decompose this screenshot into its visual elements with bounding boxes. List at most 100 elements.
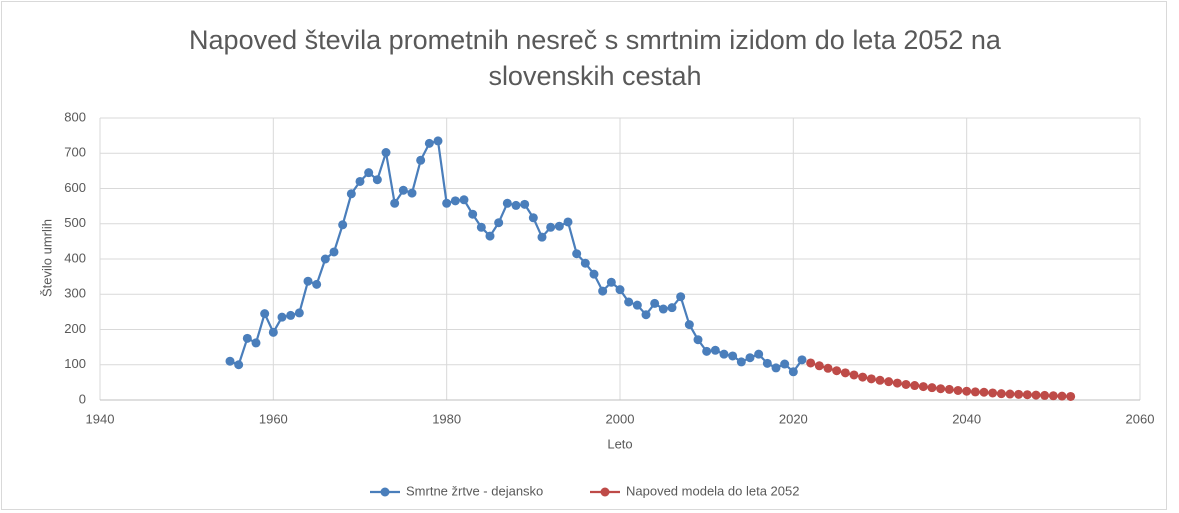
- data-point: [702, 346, 712, 356]
- y-tick-label: 200: [64, 321, 86, 336]
- data-point: [554, 221, 564, 231]
- data-point: [754, 349, 764, 359]
- data-point: [788, 367, 798, 377]
- data-point: [780, 359, 790, 369]
- data-point: [970, 387, 980, 397]
- data-point: [641, 310, 651, 320]
- data-point: [762, 358, 772, 368]
- x-tick-label: 1960: [259, 411, 288, 426]
- data-point: [355, 176, 365, 186]
- data-point: [563, 217, 573, 227]
- data-point: [615, 285, 625, 295]
- data-point: [849, 370, 859, 380]
- data-point: [988, 388, 998, 398]
- data-point: [372, 175, 382, 185]
- data-point: [962, 386, 972, 396]
- x-tick-label: 2060: [1126, 411, 1155, 426]
- data-point: [494, 218, 504, 228]
- data-point: [1005, 389, 1015, 399]
- data-point: [927, 383, 937, 393]
- data-point: [632, 300, 642, 310]
- legend-label: Napoved modela do leta 2052: [626, 483, 799, 498]
- data-point: [1014, 389, 1024, 399]
- data-point: [684, 320, 694, 330]
- data-point: [719, 349, 729, 359]
- y-tick-label: 500: [64, 215, 86, 230]
- data-point: [676, 292, 686, 302]
- x-axis-label: Leto: [607, 436, 632, 451]
- data-point: [346, 189, 356, 199]
- data-point: [901, 379, 911, 389]
- y-tick-label: 0: [79, 391, 86, 406]
- data-point: [736, 357, 746, 367]
- data-point: [875, 375, 885, 385]
- data-point: [234, 360, 244, 370]
- y-tick-label: 600: [64, 180, 86, 195]
- data-point: [225, 356, 235, 366]
- data-point: [251, 338, 261, 348]
- data-point: [1040, 390, 1050, 400]
- data-point: [242, 333, 252, 343]
- y-tick-label: 300: [64, 286, 86, 301]
- x-tick-label: 2040: [952, 411, 981, 426]
- x-tick-label: 1940: [86, 411, 115, 426]
- data-point: [338, 220, 348, 230]
- data-point: [511, 200, 521, 210]
- data-point: [476, 222, 486, 232]
- data-point: [537, 232, 547, 242]
- data-point: [546, 222, 556, 232]
- data-point: [667, 303, 677, 313]
- y-tick-label: 400: [64, 250, 86, 265]
- y-axis-label: Število umrlih: [39, 219, 54, 297]
- data-point: [294, 308, 304, 318]
- data-point: [416, 155, 426, 165]
- data-point: [745, 353, 755, 363]
- data-point: [268, 327, 278, 337]
- data-point: [468, 209, 478, 219]
- data-point: [866, 374, 876, 384]
- data-point: [589, 269, 599, 279]
- data-point: [710, 345, 720, 355]
- data-point: [892, 378, 902, 388]
- data-point: [459, 195, 469, 205]
- data-point: [953, 385, 963, 395]
- data-point: [260, 309, 270, 319]
- data-point: [433, 136, 443, 146]
- legend-marker: [380, 487, 390, 497]
- data-point: [1048, 391, 1058, 401]
- data-point: [996, 389, 1006, 399]
- data-point: [832, 366, 842, 376]
- data-point: [1057, 391, 1067, 401]
- data-point: [528, 213, 538, 223]
- data-point: [693, 335, 703, 345]
- data-point: [1066, 391, 1076, 401]
- data-point: [814, 361, 824, 371]
- data-point: [329, 247, 339, 257]
- data-point: [606, 277, 616, 287]
- data-point: [312, 279, 322, 289]
- data-point: [1022, 390, 1032, 400]
- data-point: [823, 363, 833, 373]
- data-point: [1031, 390, 1041, 400]
- data-point: [381, 148, 391, 158]
- x-tick-label: 1980: [432, 411, 461, 426]
- data-point: [884, 377, 894, 387]
- data-point: [450, 196, 460, 206]
- data-point: [624, 297, 634, 307]
- data-point: [520, 199, 530, 209]
- data-point: [650, 298, 660, 308]
- data-point: [390, 198, 400, 208]
- data-point: [286, 310, 296, 320]
- data-point: [806, 358, 816, 368]
- data-point: [580, 258, 590, 268]
- chart-title: Napoved števila prometnih nesreč s smrtn…: [189, 25, 1001, 91]
- x-tick-label: 2000: [606, 411, 635, 426]
- data-point: [771, 363, 781, 373]
- data-point: [918, 382, 928, 392]
- data-point: [840, 368, 850, 378]
- data-point: [364, 168, 374, 178]
- data-point: [303, 276, 313, 286]
- data-point: [572, 249, 582, 259]
